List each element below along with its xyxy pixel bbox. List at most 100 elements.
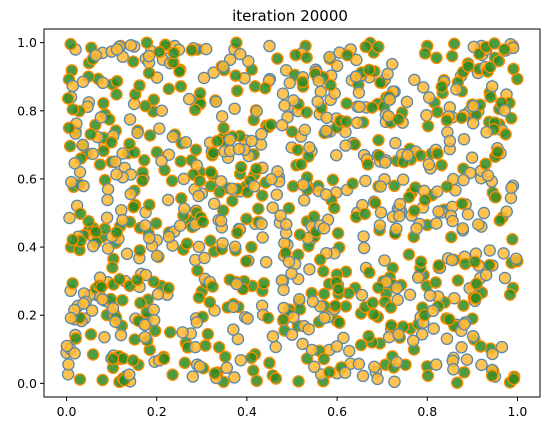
scatter-point <box>209 95 223 108</box>
scatter-point <box>234 160 248 174</box>
scatter-point <box>277 301 290 315</box>
scatter-point <box>89 48 103 62</box>
scatter-point <box>126 55 140 68</box>
scatter-point <box>189 143 203 157</box>
y-tick-label: 1.0 <box>17 35 37 50</box>
scatter-point <box>362 329 375 343</box>
scatter-point <box>359 40 372 54</box>
scatter-point <box>256 189 269 202</box>
scatter-point <box>63 211 76 225</box>
scatter-point <box>217 60 230 73</box>
scatter-point <box>66 103 80 116</box>
scatter-point <box>116 147 129 160</box>
scatter-point <box>69 332 83 345</box>
scatter-point <box>109 315 122 328</box>
scatter-point <box>234 353 248 367</box>
scatter-point <box>455 111 468 124</box>
scatter-point <box>77 297 90 310</box>
scatter-point <box>443 134 457 148</box>
scatter-point <box>65 175 78 189</box>
scatter-point <box>317 222 331 235</box>
scatter-point <box>383 93 396 106</box>
scatter-point <box>460 353 474 366</box>
scatter-point <box>277 283 290 297</box>
scatter-point <box>430 217 443 230</box>
scatter-point <box>293 228 307 241</box>
scatter-point <box>384 301 397 314</box>
scatter-point <box>73 373 87 386</box>
scatter-point <box>457 173 470 187</box>
scatter-point <box>340 97 353 110</box>
scatter-point <box>300 106 313 119</box>
y-tick-label: 0.4 <box>17 240 37 255</box>
scatter-point <box>278 99 291 112</box>
scatter-point <box>450 83 463 96</box>
scatter-point <box>457 317 471 331</box>
scatter-point <box>167 46 181 60</box>
scatter-point <box>266 330 280 343</box>
scatter-point <box>270 188 284 201</box>
scatter-point <box>355 288 369 302</box>
scatter-point <box>250 162 263 176</box>
scatter-point <box>86 239 100 253</box>
scatter-point <box>493 214 507 227</box>
scatter-point <box>124 187 137 201</box>
scatter-point <box>497 247 510 260</box>
scatter-point <box>298 123 312 137</box>
scatter-point <box>109 155 122 169</box>
scatter-point <box>504 191 518 205</box>
scatter-point <box>151 287 165 301</box>
scatter-point <box>153 45 166 59</box>
scatter-point <box>450 376 464 389</box>
scatter-point <box>255 217 268 231</box>
scatter-point <box>368 360 381 374</box>
scatter-point <box>212 341 226 354</box>
scatter-point <box>445 49 459 63</box>
scatter-point <box>408 204 421 217</box>
scatter-point <box>206 280 219 293</box>
scatter-point <box>363 266 376 279</box>
scatter-point <box>142 49 156 63</box>
scatter-point <box>361 158 375 171</box>
scatter-point <box>365 101 379 114</box>
scatter-point <box>332 282 345 296</box>
scatter-point <box>341 48 354 62</box>
scatter-point <box>155 104 169 117</box>
scatter-point <box>402 248 416 261</box>
scatter-point <box>378 156 392 169</box>
scatter-point <box>308 360 321 374</box>
scatter-point <box>388 375 401 389</box>
scatter-point <box>133 244 147 257</box>
scatter-point <box>241 312 254 325</box>
scatter-point <box>89 225 103 239</box>
scatter-point <box>196 215 210 229</box>
scatter-point <box>331 226 345 240</box>
scatter-point <box>271 52 284 65</box>
scatter-point <box>503 288 517 301</box>
scatter-point <box>421 119 435 133</box>
scatter-point <box>431 105 444 119</box>
scatter-point <box>505 181 518 195</box>
scatter-point <box>218 350 232 363</box>
scatter-point <box>367 308 380 321</box>
scatter-point <box>223 133 237 147</box>
scatter-point <box>461 207 475 221</box>
scatter-point <box>86 348 100 361</box>
scatter-point <box>445 230 458 244</box>
scatter-point <box>431 147 444 160</box>
scatter-point <box>481 169 495 182</box>
scatter-point <box>139 99 152 113</box>
scatter-point <box>162 82 175 96</box>
scatter-point <box>193 360 207 373</box>
scatter-point <box>422 91 436 104</box>
scatter-point <box>105 136 118 149</box>
scatter-point <box>390 356 404 369</box>
scatter-point <box>282 255 296 269</box>
scatter-point <box>440 332 454 346</box>
scatter-point <box>418 193 432 207</box>
scatter-point <box>488 37 501 50</box>
scatter-point <box>257 276 271 290</box>
scatter-point <box>198 251 211 265</box>
scatter-point <box>339 300 353 313</box>
